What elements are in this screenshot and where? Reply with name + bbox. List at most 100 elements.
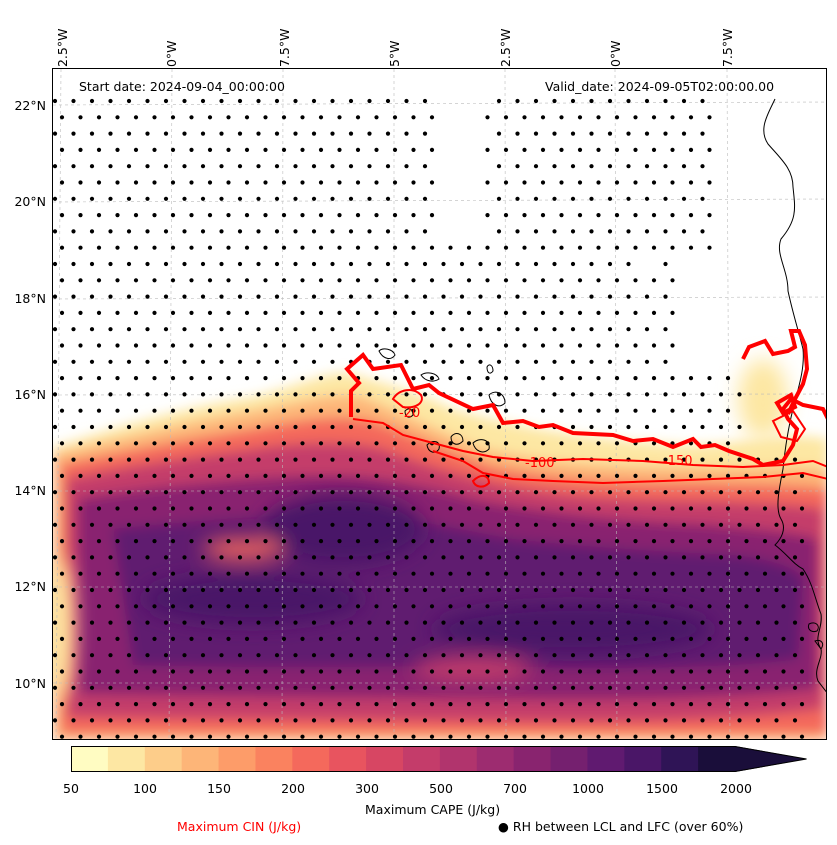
rh-dot [59, 604, 65, 609]
rh-dot [515, 424, 520, 430]
rh-dot [503, 376, 509, 381]
rh-dot [293, 653, 298, 658]
rh-dot [300, 376, 305, 381]
rh-dot [311, 424, 317, 430]
rh-dot [478, 555, 483, 560]
rh-dot [71, 457, 76, 462]
rh-dot [737, 718, 742, 723]
rh-dot [515, 196, 520, 201]
rh-dot [115, 278, 120, 283]
rh-dot [152, 310, 157, 315]
rh-dot [152, 115, 157, 120]
rh-dot [552, 229, 557, 234]
rh-dot [626, 359, 631, 364]
rh-dot [496, 490, 502, 495]
rh-dot [189, 213, 194, 218]
rh-dot [707, 180, 712, 185]
rh-dot [707, 734, 712, 739]
rh-dot [792, 555, 798, 560]
rh-dot [300, 147, 305, 152]
rh-dot [337, 115, 342, 120]
rh-dot [663, 392, 668, 397]
colorbar-segment [698, 746, 736, 772]
rh-dot [670, 408, 675, 413]
rh-dot [133, 506, 139, 511]
rh-dot [422, 196, 428, 201]
rh-dot [348, 490, 354, 495]
rh-dot [670, 278, 675, 283]
cape-light-patch [413, 657, 533, 681]
rh-dot [182, 653, 187, 658]
rh-dot [281, 539, 287, 544]
rh-dot [355, 636, 361, 642]
rh-dot [374, 408, 379, 413]
cin-contour-minus20-senegal [741, 329, 810, 415]
rh-dot [355, 506, 361, 511]
rh-dot [448, 376, 453, 381]
rh-dot [115, 147, 120, 152]
rh-dot [707, 473, 712, 478]
rh-dot [663, 522, 668, 527]
rh-dot [163, 587, 169, 593]
rh-dot [226, 702, 231, 707]
rh-dot [515, 164, 520, 169]
rh-dot [263, 180, 268, 185]
rh-dot [626, 164, 631, 169]
rh-dot [522, 734, 527, 739]
rh-dot [688, 636, 694, 642]
rh-dot [422, 555, 428, 560]
rh-dot [633, 506, 638, 511]
rh-dot [670, 473, 675, 478]
rh-dot [411, 213, 416, 218]
rh-dot [448, 604, 453, 609]
rh-dot [607, 131, 613, 136]
rh-dot [189, 408, 194, 413]
rh-dot [170, 669, 176, 674]
rh-dot [700, 98, 705, 104]
rh-dot [337, 310, 342, 315]
rh-dot [559, 636, 564, 642]
rh-dot [263, 702, 268, 707]
rh-dot [71, 164, 76, 169]
rh-dot [614, 180, 620, 185]
rh-dot [755, 522, 761, 527]
rh-dot [182, 555, 187, 560]
rh-dot [182, 685, 187, 690]
rh-dot [182, 620, 187, 625]
rh-dot [152, 506, 157, 511]
rh-dot [133, 278, 139, 283]
rh-dot [78, 115, 83, 120]
rh-dot [522, 473, 527, 478]
rh-dot [755, 653, 761, 658]
rh-dot [367, 587, 372, 593]
rh-dot [392, 441, 398, 446]
rh-dot [152, 147, 157, 152]
rh-dot [725, 636, 731, 642]
rh-dot [533, 522, 539, 527]
rh-dot [89, 685, 95, 690]
rh-dot [311, 131, 317, 136]
rh-dot [404, 294, 409, 299]
rh-dot [300, 604, 305, 609]
rh-dot [792, 718, 798, 723]
rh-dot [589, 294, 594, 299]
rh-dot [200, 555, 206, 560]
rh-dot [707, 669, 712, 674]
rh-dot [189, 147, 194, 152]
rh-dot [170, 473, 176, 478]
rh-dot [244, 245, 250, 250]
rh-dot [707, 115, 712, 120]
rh-dot [126, 131, 132, 136]
rh-dot [478, 261, 483, 267]
rh-dot [145, 718, 150, 723]
rh-dot [448, 571, 453, 576]
rh-dot [126, 98, 132, 104]
rh-dot [633, 180, 638, 185]
rh-dot [281, 669, 287, 674]
rh-dot [559, 343, 564, 348]
rh-dot [429, 147, 435, 152]
rh-dot [293, 490, 298, 495]
rh-dot [207, 734, 213, 739]
rh-dot [219, 555, 224, 560]
rh-dot [522, 441, 527, 446]
